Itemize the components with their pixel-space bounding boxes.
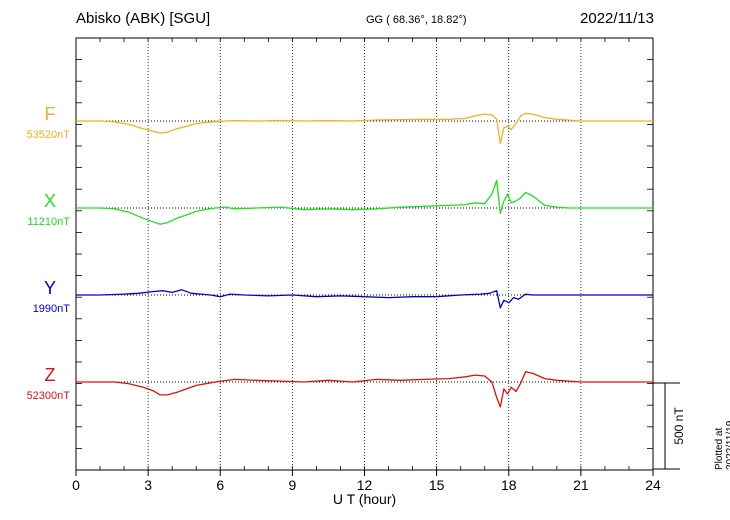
- series-baseline-z: 52300nT: [27, 390, 71, 402]
- series-name-f: F: [45, 104, 56, 124]
- series-name-z: Z: [45, 365, 56, 385]
- x-tick-label: 6: [216, 477, 224, 493]
- plot-date: 2022/11/13: [580, 10, 654, 27]
- series-line-y: [76, 289, 653, 309]
- series-name-x: X: [44, 191, 56, 211]
- geographic-coords: GG ( 68.36°, 18.82°): [366, 14, 467, 26]
- x-tick-label: 24: [645, 477, 661, 493]
- x-tick-label: 18: [501, 477, 517, 493]
- x-tick-label: 21: [573, 477, 589, 493]
- plotted-timestamp: Plotted at 2022/11/19 21:14 UT: [714, 420, 730, 470]
- series-name-y: Y: [44, 278, 56, 298]
- x-tick-label: 9: [288, 477, 296, 493]
- series-baseline-y: 1990nT: [33, 303, 71, 315]
- x-tick-label: 0: [72, 477, 80, 493]
- x-tick-label: 3: [144, 477, 152, 493]
- station-title: Abisko (ABK) [SGU]: [76, 10, 211, 27]
- series-line-z: [76, 371, 653, 408]
- x-axis-label: U T (hour): [333, 491, 396, 507]
- series-baseline-x: 11210nT: [27, 216, 70, 228]
- x-tick-label: 12: [357, 477, 373, 493]
- series-line-x: [76, 179, 653, 225]
- series-line-f: [76, 112, 653, 145]
- x-tick-label: 15: [429, 477, 445, 493]
- scale-bar-label: 500 nT: [672, 407, 686, 445]
- series-baseline-f: 53520nT: [27, 129, 71, 141]
